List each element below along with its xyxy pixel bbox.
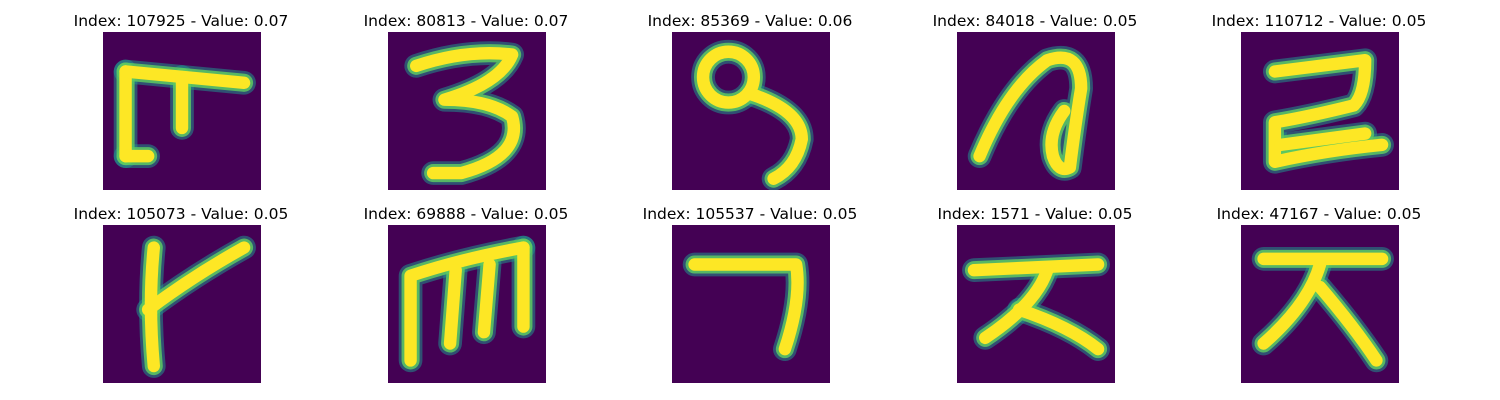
glyph-svg-3 [672, 32, 830, 190]
panel-8: Index: 105537 - Value: 0.05 [630, 203, 870, 393]
panel-5: Index: 110712 - Value: 0.05 [1199, 10, 1439, 200]
panel-1: Index: 107925 - Value: 0.07 [61, 10, 301, 200]
glyph-svg-2 [388, 32, 546, 190]
panel-title: Index: 85369 - Value: 0.06 [647, 12, 853, 30]
glyph-svg-7 [388, 225, 546, 383]
panel-6: Index: 105073 - Value: 0.05 [61, 203, 301, 393]
glyph-svg-10 [1241, 225, 1399, 383]
panel-title: Index: 84018 - Value: 0.05 [932, 12, 1138, 30]
glyph-image [388, 32, 546, 190]
glyph-svg-9 [957, 225, 1115, 383]
glyph-image [957, 32, 1115, 190]
panel-2: Index: 80813 - Value: 0.07 [346, 10, 586, 200]
glyph-image [103, 32, 261, 190]
panel-9: Index: 1571 - Value: 0.05 [915, 203, 1155, 393]
panel-title: Index: 107925 - Value: 0.07 [73, 12, 289, 30]
panel-title: Index: 105073 - Value: 0.05 [73, 205, 289, 223]
glyph-image [388, 225, 546, 383]
glyph-image [672, 225, 830, 383]
glyph-svg-8 [672, 225, 830, 383]
glyph-svg-6 [103, 225, 261, 383]
glyph-svg-4 [957, 32, 1115, 190]
glyph-image [103, 225, 261, 383]
panel-title: Index: 105537 - Value: 0.05 [642, 205, 858, 223]
panel-title: Index: 1571 - Value: 0.05 [937, 205, 1133, 223]
glyph-svg-5 [1241, 32, 1399, 190]
panel-title: Index: 110712 - Value: 0.05 [1211, 12, 1427, 30]
glyph-image [1241, 32, 1399, 190]
panel-3: Index: 85369 - Value: 0.06 [630, 10, 870, 200]
panel-title: Index: 47167 - Value: 0.05 [1216, 205, 1422, 223]
glyph-image [957, 225, 1115, 383]
panel-4: Index: 84018 - Value: 0.05 [915, 10, 1155, 200]
glyph-image [672, 32, 830, 190]
panel-7: Index: 69888 - Value: 0.05 [346, 203, 586, 393]
glyph-image [1241, 225, 1399, 383]
glyph-svg-1 [103, 32, 261, 190]
panel-10: Index: 47167 - Value: 0.05 [1199, 203, 1439, 393]
panel-title: Index: 69888 - Value: 0.05 [363, 205, 569, 223]
panel-title: Index: 80813 - Value: 0.07 [363, 12, 569, 30]
